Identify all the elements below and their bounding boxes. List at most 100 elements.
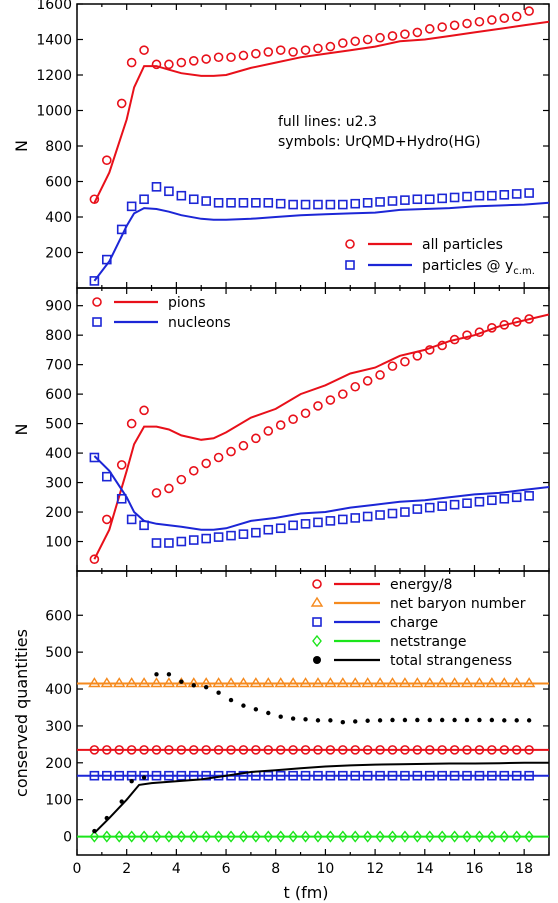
series-line (93, 761, 549, 834)
data-point (365, 718, 370, 723)
data-point (325, 770, 336, 781)
data-point (102, 155, 112, 165)
x-tick-label: 18 (515, 861, 533, 877)
data-point (449, 20, 460, 31)
data-point (511, 770, 522, 781)
data-point (139, 194, 149, 205)
data-point (300, 199, 311, 210)
data-point (251, 745, 261, 755)
data-point (278, 714, 283, 719)
data-point (337, 830, 348, 843)
data-point (300, 745, 311, 755)
data-point (139, 830, 149, 843)
data-point (253, 707, 259, 712)
data-point (89, 745, 100, 755)
data-point (151, 488, 162, 498)
data-point (226, 198, 236, 208)
data-point (424, 770, 435, 781)
data-point (162, 677, 176, 688)
data-point (216, 690, 221, 695)
data-point (487, 495, 497, 506)
data-point (201, 745, 211, 755)
data-point (263, 47, 274, 57)
data-point (238, 440, 249, 451)
data-point (188, 830, 199, 843)
data-point (164, 538, 174, 548)
legend-label: total strangeness (390, 653, 512, 669)
data-point (510, 677, 523, 688)
data-point (424, 345, 435, 355)
data-point (398, 677, 412, 688)
data-point (474, 770, 485, 781)
series-total-strangeness (92, 672, 549, 834)
data-point (424, 194, 435, 205)
legend: all particles particles @ yc.m. (345, 237, 535, 277)
data-point (176, 830, 187, 843)
data-point (275, 770, 286, 781)
data-point (129, 779, 134, 784)
data-point (303, 717, 308, 722)
data-point (449, 745, 460, 755)
data-point (462, 18, 472, 29)
data-point (412, 194, 423, 205)
data-point (452, 717, 457, 723)
data-point (125, 677, 138, 688)
data-point (325, 745, 336, 755)
data-point (263, 524, 274, 535)
data-point (250, 830, 261, 843)
data-point (387, 31, 398, 41)
data-point (300, 519, 311, 529)
y-tick-label: 300 (45, 719, 72, 735)
data-point (338, 38, 348, 48)
data-point (164, 830, 174, 843)
data-point (424, 502, 435, 513)
legend-entry: total strangeness (313, 653, 512, 669)
data-point (325, 395, 336, 405)
data-point (375, 370, 385, 380)
data-point (288, 520, 298, 531)
series-net-baryon-number (77, 677, 549, 688)
y-tick-label: 1600 (36, 0, 72, 13)
data-point (238, 830, 249, 843)
data-point (350, 36, 361, 47)
data-point (511, 189, 522, 199)
data-point (139, 520, 149, 531)
data-point (288, 770, 298, 781)
data-point (499, 13, 510, 24)
data-point (238, 529, 249, 539)
legend-marker (345, 239, 355, 249)
data-point (226, 530, 236, 541)
data-point (411, 677, 424, 688)
data-point (437, 770, 447, 781)
data-point (213, 452, 224, 463)
data-point (102, 254, 112, 265)
data-point (313, 745, 323, 755)
series-line (93, 455, 549, 531)
legend-marker (313, 656, 321, 664)
y-tick-label: 700 (45, 358, 72, 374)
data-point (89, 770, 100, 781)
legend-entry: energy/8 (312, 577, 452, 593)
data-point (275, 198, 286, 209)
data-point (164, 186, 174, 197)
data-point (325, 41, 336, 52)
data-point (412, 351, 423, 361)
data-point (241, 703, 246, 708)
x-tick-label: 0 (73, 861, 82, 877)
data-point (338, 199, 348, 210)
legend-label-subscript: c.m. (513, 266, 535, 277)
data-point (275, 45, 286, 55)
legend-marker (92, 297, 102, 307)
data-point (299, 677, 312, 688)
data-point (460, 677, 474, 688)
data-point (499, 745, 510, 755)
y-tick-label: 1000 (36, 104, 72, 120)
data-point (437, 22, 447, 32)
legend-label: netstrange (390, 634, 466, 650)
data-point (300, 408, 311, 419)
data-point (338, 770, 348, 781)
data-point (486, 830, 497, 843)
data-point (263, 830, 274, 843)
y-tick-label: 200 (45, 246, 72, 262)
data-point (424, 745, 435, 755)
